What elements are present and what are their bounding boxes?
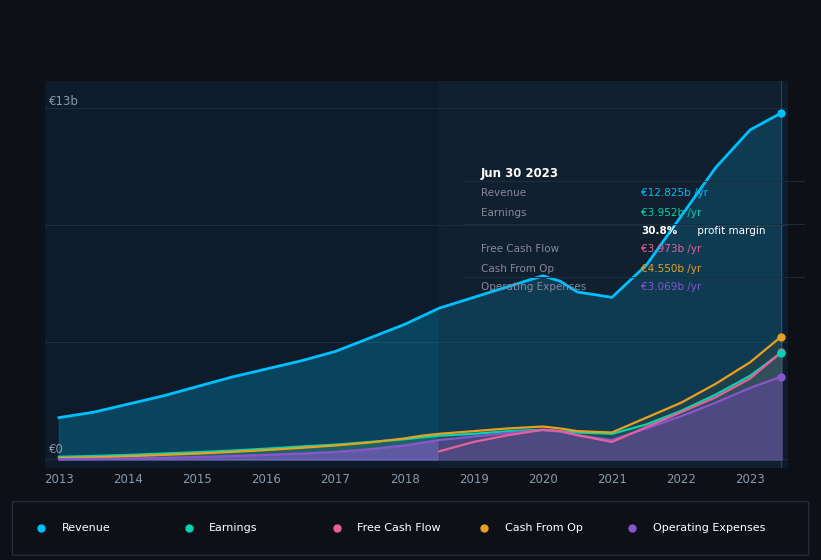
- Text: Cash From Op: Cash From Op: [481, 264, 554, 274]
- Text: Earnings: Earnings: [481, 208, 526, 218]
- Text: €3.069b /yr: €3.069b /yr: [641, 282, 701, 292]
- Text: €3.952b /yr: €3.952b /yr: [641, 208, 701, 218]
- Text: €4.550b /yr: €4.550b /yr: [641, 264, 701, 274]
- Bar: [439, 81, 782, 468]
- Text: €12.825b /yr: €12.825b /yr: [641, 188, 708, 198]
- Text: Operating Expenses: Operating Expenses: [653, 523, 765, 533]
- Text: Cash From Op: Cash From Op: [505, 523, 583, 533]
- Text: 30.8%: 30.8%: [641, 226, 677, 236]
- Text: Earnings: Earnings: [209, 523, 258, 533]
- Text: €3.973b /yr: €3.973b /yr: [641, 244, 701, 254]
- Text: €13b: €13b: [49, 95, 79, 108]
- Text: Revenue: Revenue: [481, 188, 526, 198]
- Text: Jun 30 2023: Jun 30 2023: [481, 167, 559, 180]
- Text: profit margin: profit margin: [694, 226, 765, 236]
- Text: Revenue: Revenue: [62, 523, 110, 533]
- Text: €0: €0: [49, 442, 64, 456]
- Text: Free Cash Flow: Free Cash Flow: [357, 523, 441, 533]
- Text: Free Cash Flow: Free Cash Flow: [481, 244, 559, 254]
- Text: Operating Expenses: Operating Expenses: [481, 282, 586, 292]
